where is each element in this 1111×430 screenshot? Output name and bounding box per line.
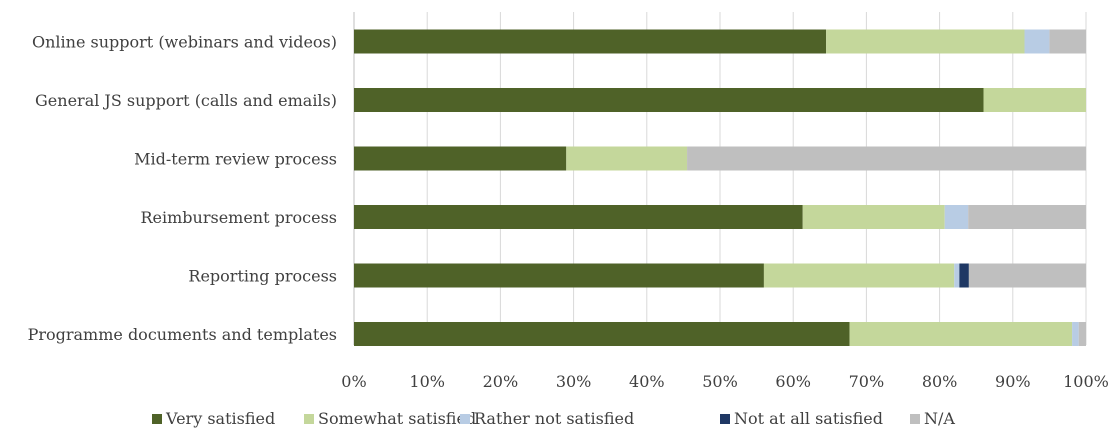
x-tick-label: 80%: [922, 372, 958, 391]
category-label: Programme documents and templates: [28, 325, 337, 344]
bars: [354, 29, 1086, 346]
bar-segment: [763, 263, 955, 288]
x-tick-label: 60%: [775, 372, 811, 391]
bar-segment: [354, 322, 850, 346]
legend-label: Somewhat satisfied: [318, 409, 476, 428]
bar-segment: [354, 146, 567, 171]
bar-segment: [1072, 322, 1079, 346]
bar-segment: [802, 205, 945, 229]
legend-swatch: [910, 414, 920, 424]
legend-item: Rather not satisfied: [460, 409, 634, 428]
bar-segment: [354, 88, 984, 112]
legend-swatch: [720, 414, 730, 424]
bar-segment: [1049, 29, 1086, 54]
bar-segment: [968, 205, 1086, 229]
x-tick-label: 40%: [629, 372, 665, 391]
legend-item: Very satisfied: [152, 409, 275, 428]
legend-swatch: [152, 414, 162, 424]
bar-segment: [354, 205, 803, 229]
bar-segment: [1024, 29, 1050, 54]
bar-segment: [826, 29, 1025, 54]
category-labels: Online support (webinars and videos) Gene…: [28, 33, 337, 345]
x-tick-label: 0%: [341, 372, 366, 391]
x-tick-label: 20%: [483, 372, 519, 391]
legend-label: Rather not satisfied: [474, 409, 634, 428]
x-tick-label: 50%: [702, 372, 738, 391]
bar-segment: [1078, 322, 1086, 346]
legend-label: N/A: [924, 409, 955, 428]
legend-item: N/A: [910, 409, 955, 428]
legend-label: Not at all satisfied: [734, 409, 883, 428]
legend-swatch: [304, 414, 314, 424]
category-label: Mid-term review process: [134, 150, 337, 169]
bar-segment: [354, 263, 764, 288]
x-axis-tick-labels: 0% 10% 20% 30% 40% 50% 60% 70% 80% 90% 100%: [341, 372, 1109, 391]
bar-segment: [944, 205, 969, 229]
bar-segment: [566, 146, 688, 171]
x-tick-label: 100%: [1063, 372, 1109, 391]
bar-segment: [968, 263, 1086, 288]
bar-segment: [354, 29, 827, 54]
legend-item: Somewhat satisfied: [304, 409, 476, 428]
bar-segment: [983, 88, 1086, 112]
gridlines: [353, 12, 1087, 345]
legend-item: Not at all satisfied: [720, 409, 883, 428]
bar-segment: [849, 322, 1073, 346]
x-tick-label: 90%: [995, 372, 1031, 391]
bar-segment: [954, 263, 960, 288]
bar-segment: [959, 263, 969, 288]
x-tick-label: 30%: [556, 372, 592, 391]
category-label: Reporting process: [188, 267, 337, 286]
legend-label: Very satisfied: [165, 409, 275, 428]
category-label: Reimbursement process: [140, 208, 337, 227]
category-label: Online support (webinars and videos): [32, 33, 337, 52]
category-label: General JS support (calls and emails): [35, 91, 337, 110]
x-tick-label: 70%: [849, 372, 885, 391]
bar-segment: [687, 146, 1086, 171]
legend-swatch: [460, 414, 470, 424]
x-tick-label: 10%: [409, 372, 445, 391]
